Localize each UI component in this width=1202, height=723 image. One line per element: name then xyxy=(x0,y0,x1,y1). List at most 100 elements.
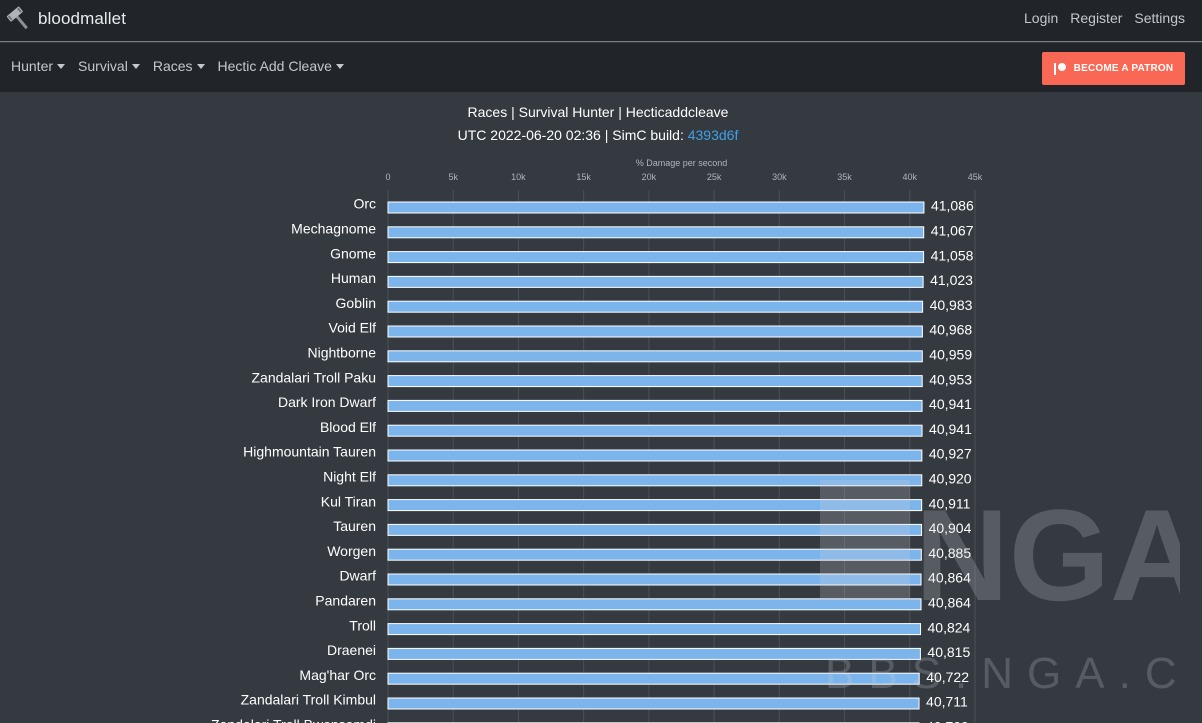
category-label: Zandalari Troll Paku xyxy=(251,369,376,385)
value-label: 41,023 xyxy=(930,272,973,288)
value-label: 40,885 xyxy=(928,545,971,561)
spec-dropdown[interactable]: Survival xyxy=(78,58,140,74)
category-label: Troll xyxy=(349,617,376,633)
x-tick-label: 20k xyxy=(642,172,657,182)
x-tick-label: 35k xyxy=(837,172,852,182)
chart-title: Races | Survival Hunter | Hecticaddcleav… xyxy=(467,104,729,120)
brand-name: bloodmallet xyxy=(38,9,127,28)
bar xyxy=(387,697,920,710)
category-label: Night Elf xyxy=(323,469,376,485)
x-tick-label: 0 xyxy=(385,172,390,182)
login-link[interactable]: Login xyxy=(1024,10,1059,26)
x-tick-label: 25k xyxy=(707,172,722,182)
category-label: Pandaren xyxy=(315,593,376,609)
class-dropdown[interactable]: Hunter xyxy=(11,58,66,74)
category-label: Dwarf xyxy=(339,568,376,584)
value-label: 40,864 xyxy=(928,570,971,586)
value-label: 40,941 xyxy=(929,396,972,412)
category-label: Zandalari Troll Kimbul xyxy=(241,692,376,708)
category-label: Nightborne xyxy=(308,345,377,361)
value-label: 40,927 xyxy=(929,446,972,462)
value-label: 41,058 xyxy=(931,247,974,263)
bar xyxy=(387,523,923,536)
value-label: 40,968 xyxy=(929,322,972,338)
category-label: Gnome xyxy=(330,245,376,261)
value-label: 40,709 xyxy=(926,719,969,723)
user-nav: Login Register Settings xyxy=(1024,10,1185,26)
x-tick-label: 45k xyxy=(968,172,983,182)
data-type-dropdown[interactable]: Races xyxy=(153,58,205,74)
category-label: Dark Iron Dwarf xyxy=(278,394,376,410)
bar xyxy=(387,548,922,561)
caret-down-icon xyxy=(335,63,344,69)
bar xyxy=(387,325,923,338)
category-label: Goblin xyxy=(336,295,376,311)
category-label: Draenei xyxy=(327,642,376,658)
register-link[interactable]: Register xyxy=(1070,10,1123,26)
bar xyxy=(387,474,923,487)
x-tick-label: 40k xyxy=(903,172,918,182)
value-label: 40,911 xyxy=(929,495,971,511)
bar xyxy=(387,647,921,660)
caret-down-icon xyxy=(131,63,140,69)
value-label: 40,983 xyxy=(930,297,973,313)
category-label: Worgen xyxy=(327,543,376,559)
value-label: 40,959 xyxy=(929,347,972,363)
bar xyxy=(387,399,923,412)
become-patron-label: BECOME A PATRON xyxy=(1073,63,1174,74)
bar xyxy=(387,275,924,288)
simc-build-link[interactable]: 4393d6f xyxy=(687,127,739,143)
bar xyxy=(387,251,925,264)
bar xyxy=(387,226,925,239)
settings-link[interactable]: Settings xyxy=(1134,10,1185,26)
category-label: Blood Elf xyxy=(320,419,376,435)
top-navbar: bloodmallet Login Register Settings xyxy=(0,0,1202,42)
spec-dropdown-label: Survival xyxy=(78,58,128,74)
category-label: Kul Tiran xyxy=(321,493,376,509)
patreon-icon xyxy=(1053,62,1066,75)
caret-down-icon xyxy=(57,63,66,69)
bar xyxy=(387,424,923,437)
spec-navbar: Hunter Survival Races Hectic Add Cleave xyxy=(0,43,1202,92)
category-label: Highmountain Tauren xyxy=(243,444,376,460)
bar xyxy=(387,623,922,636)
x-tick-label: 15k xyxy=(576,172,591,182)
bar xyxy=(387,672,920,685)
class-dropdown-label: Hunter xyxy=(11,58,54,74)
category-label: Tauren xyxy=(333,518,376,534)
value-label: 40,864 xyxy=(928,595,971,611)
bar xyxy=(387,573,922,586)
fight-style-dropdown[interactable]: Hectic Add Cleave xyxy=(218,58,344,74)
category-label: Void Elf xyxy=(329,320,377,336)
brand[interactable]: bloodmallet xyxy=(6,4,126,34)
chart-timestamp: UTC 2022-06-20 02:36 | SimC build: xyxy=(457,127,688,143)
value-label: 41,067 xyxy=(931,223,974,239)
x-axis-title: % Damage per second xyxy=(636,158,728,168)
bar xyxy=(387,449,923,462)
bar xyxy=(387,499,923,512)
fight-style-dropdown-label: Hectic Add Cleave xyxy=(217,58,332,74)
value-label: 40,904 xyxy=(929,520,972,536)
bar xyxy=(387,350,923,363)
caret-down-icon xyxy=(196,63,205,69)
category-label: Mag'har Orc xyxy=(299,667,376,683)
value-label: 41,086 xyxy=(931,198,974,214)
x-tick-label: 5k xyxy=(448,172,458,182)
x-tick-label: 30k xyxy=(772,172,787,182)
data-type-dropdown-label: Races xyxy=(152,58,193,74)
mallet-icon xyxy=(6,6,28,30)
x-tick-label: 10k xyxy=(511,172,526,182)
bar xyxy=(387,201,925,214)
value-label: 40,920 xyxy=(929,471,972,487)
category-label: Mechagnome xyxy=(291,221,376,237)
bar xyxy=(387,598,922,611)
value-label: 40,815 xyxy=(927,644,970,660)
category-label: Zandalari Troll Bwonsamdi xyxy=(211,717,376,723)
dps-bar-chart: % Damage per second 0 5k 10k 15k 20k 25k 30k 35k… xyxy=(211,158,983,723)
category-label: Human xyxy=(331,270,376,286)
chart-subtitle: UTC 2022-06-20 02:36 | SimC build: 4393d… xyxy=(0,127,1196,143)
bar xyxy=(387,375,923,388)
value-label: 40,941 xyxy=(929,421,972,437)
become-patron-button[interactable]: BECOME A PATRON xyxy=(1042,52,1185,85)
value-label: 40,824 xyxy=(928,619,971,635)
